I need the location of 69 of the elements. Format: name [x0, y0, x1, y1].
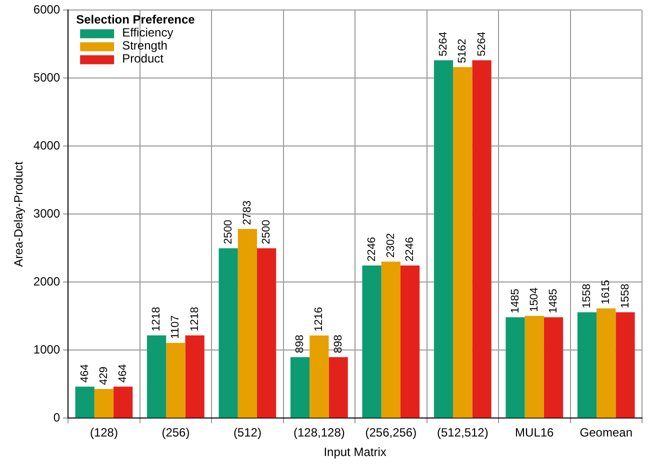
- bar: [362, 265, 382, 418]
- bar: [328, 357, 348, 418]
- bar: [218, 248, 238, 418]
- bar: [185, 335, 204, 418]
- data-label: 1485: [509, 288, 522, 314]
- data-label: 2783: [241, 200, 254, 225]
- bar: [238, 228, 258, 418]
- legend-title: Selection Preference: [76, 12, 196, 27]
- x-axis-title: Input Matrix: [324, 445, 386, 460]
- y-tick-label: 4000: [33, 138, 60, 153]
- data-label: 1107: [170, 315, 182, 339]
- data-label: 1504: [528, 287, 540, 312]
- x-tick-label: (512,512): [436, 426, 488, 440]
- x-tick-label: Geomean: [580, 426, 632, 440]
- bar: [310, 336, 329, 418]
- data-label: 2500: [222, 220, 234, 244]
- x-tick-label: (128,128): [293, 426, 345, 440]
- bar: [524, 316, 544, 418]
- bar: [257, 248, 276, 418]
- bar: [453, 67, 472, 418]
- data-label: 1615: [600, 280, 612, 304]
- data-label: 1216: [313, 307, 326, 332]
- y-axis-title: Area-Delay-Product: [12, 160, 26, 267]
- data-label: 1218: [188, 306, 201, 332]
- bar: [381, 262, 400, 418]
- y-tick-label: 1000: [33, 342, 60, 357]
- bar: [544, 317, 564, 418]
- x-tick-label: MUL16: [515, 426, 554, 440]
- data-label: 1558: [619, 284, 632, 308]
- bar: [114, 386, 133, 418]
- bar: [434, 60, 454, 418]
- bar: [147, 335, 166, 418]
- x-tick-label: (128): [90, 426, 118, 440]
- bar: [75, 386, 94, 418]
- y-tick-label: 6000: [33, 2, 60, 17]
- data-label: 2500: [260, 220, 273, 244]
- y-tick-label: 0: [53, 410, 60, 425]
- y-tick-label: 2000: [33, 274, 60, 289]
- data-label: 2302: [384, 233, 397, 258]
- data-label: 464: [78, 364, 91, 383]
- legend-label: Product: [122, 52, 164, 66]
- data-label: 5264: [438, 32, 450, 56]
- data-label: 1485: [548, 288, 560, 314]
- bar: [596, 308, 616, 418]
- bar: [472, 60, 492, 418]
- legend-label: Strength: [122, 38, 168, 53]
- data-label: 898: [332, 334, 344, 354]
- y-tick-label: 3000: [33, 206, 60, 221]
- bar: [400, 265, 420, 418]
- bar: [577, 312, 597, 418]
- data-label: 5264: [476, 32, 488, 56]
- data-label: 464: [117, 364, 130, 383]
- data-label: 2246: [404, 236, 416, 262]
- legend-label: Efficiency: [122, 26, 174, 40]
- data-label: 1218: [150, 306, 163, 332]
- data-label: 2246: [366, 236, 378, 262]
- data-label: 1558: [581, 284, 594, 308]
- bar: [506, 317, 525, 418]
- data-label: 898: [294, 334, 306, 354]
- bar: [166, 342, 186, 418]
- data-label: 429: [98, 366, 110, 386]
- y-tick-label: 5000: [33, 70, 60, 85]
- bar: [94, 389, 114, 418]
- bar: [290, 357, 310, 418]
- bar: [616, 312, 635, 418]
- x-tick-label: (256,256): [365, 426, 417, 440]
- x-tick-label: (512): [233, 426, 262, 440]
- x-tick-label: (256): [162, 426, 190, 440]
- data-label: 5162: [456, 38, 469, 64]
